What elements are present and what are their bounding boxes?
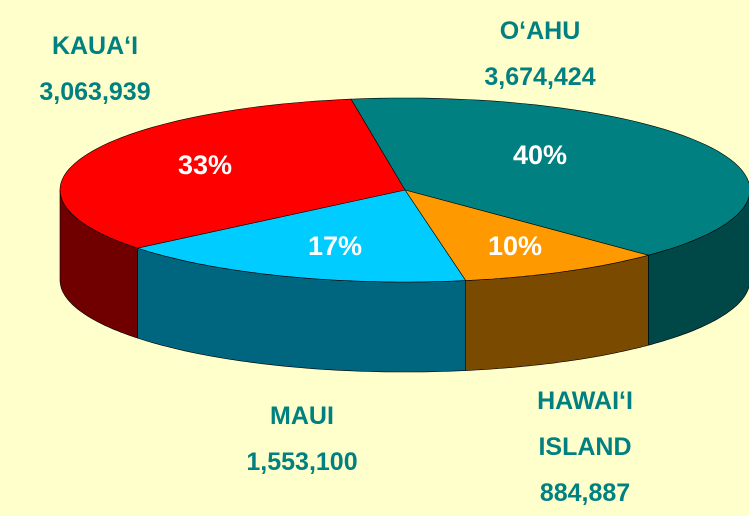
percent-label: 17% [308, 231, 362, 261]
category-name: MAUI [270, 402, 334, 430]
category-name: HAWAI‘I ISLAND [537, 387, 633, 461]
percent-label: 40% [513, 140, 567, 170]
percent-label: 10% [488, 231, 542, 261]
slice [136, 189, 467, 283]
slice [350, 97, 749, 256]
slice-label: HAWAI‘I ISLAND 884,887 [510, 378, 660, 516]
category-name: KAUA‘I [51, 32, 139, 60]
slice-label: MAUI 1,553,100 [202, 393, 402, 485]
value-label: 3,063,939 [39, 78, 151, 106]
value-label: 1,553,100 [246, 448, 358, 476]
slice [404, 189, 650, 281]
slice-label: KAUA‘I 3,063,939 [0, 23, 195, 115]
slice-label: O‘AHU 3,674,424 [440, 8, 640, 100]
value-label: 884,887 [539, 479, 631, 507]
percent-label: 33% [178, 150, 232, 180]
value-label: 3,674,424 [484, 63, 596, 91]
slice [59, 98, 406, 249]
category-name: O‘AHU [499, 17, 581, 45]
